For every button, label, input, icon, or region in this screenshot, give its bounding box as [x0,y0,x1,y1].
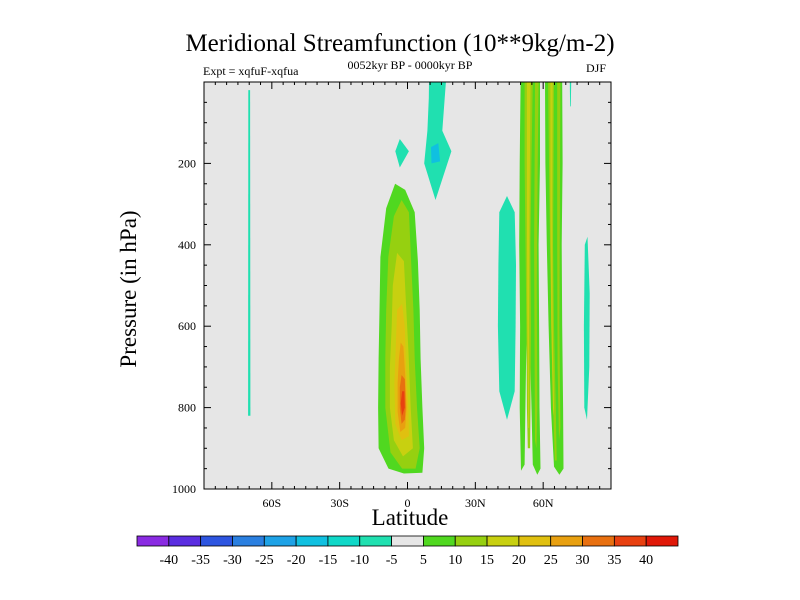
colorbar-label: -40 [159,553,178,568]
colorbar-label: -5 [386,553,398,568]
contour-upper-trop-neg-tongue [424,82,452,200]
y-tick-label: 800 [178,401,196,415]
colorbar-label: -10 [350,553,369,568]
colorbar-label: 25 [544,553,558,568]
x-tick-label: 30S [330,496,349,510]
contour-nh-thin-neg-top [569,82,572,107]
colorbar-label: -25 [255,553,274,568]
colorbar-label: -35 [191,553,210,568]
y-tick-label: 200 [178,156,196,170]
contour-upper-trop-neg-core [431,143,441,164]
colorbar-box [168,535,202,547]
contour-sh-polar-neg-strip [248,90,251,416]
contour-nh-pos-col-a-15 [526,82,531,428]
season-label: DJF [586,61,607,75]
x-axis-label: Latitude [371,505,449,530]
colorbar-label: 20 [512,553,526,568]
colorbar-box [645,535,679,547]
colorbar-label: 15 [480,553,494,568]
y-tick-label: 400 [178,238,196,252]
experiment-label: Expt = xqfuF-xqfua [203,64,299,78]
colorbar-label: 35 [607,553,621,568]
colorbar-box [200,535,233,547]
colorbar-box [518,535,552,547]
colorbar-label: 10 [448,553,462,568]
colorbar-box [454,535,488,547]
colorbar-label: -15 [319,553,338,568]
contour-nh-pos-col-a-10b [534,82,539,449]
colorbar-label: 40 [639,553,653,568]
colorbar-label: 5 [420,553,427,568]
contour-nh-neg-column [497,196,516,420]
colorbar-box [263,535,297,547]
colorbar-box [232,535,265,547]
colorbar-box [582,535,615,547]
contour-nh-pos-col-b-15 [550,82,554,416]
x-tick-label: 60S [262,496,281,510]
y-tick-label: 1000 [172,482,196,496]
chart-title: Meridional Streamfunction (10**9kg/m-2) [185,30,615,57]
colorbar-box [423,535,456,547]
y-tick-label: 600 [178,319,196,333]
contour-equatorial-35 [400,391,405,416]
colorbar-box [486,535,520,547]
colorbar-box [295,535,329,547]
colorbar-box [391,535,424,547]
x-tick-label: 30N [465,496,486,510]
contour-nh-pos-col-b-10b [557,82,561,441]
colorbar-label: 30 [576,553,590,568]
colorbar-box [550,535,583,547]
colorbar-box [613,535,647,547]
colorbar-box [136,535,170,547]
colorbar-label: -30 [223,553,242,568]
colorbar-box [359,535,392,547]
colorbar-label: -20 [287,553,306,568]
contour-nh-neg-strip-east [583,236,590,420]
x-tick-label: 0 [405,496,411,510]
contour-upper-trop-neg-blob-west [395,139,409,168]
chart-subtitle: 0052kyr BP - 0000kyr BP [347,58,473,72]
x-tick-label: 60N [533,496,554,510]
colorbar-box [327,535,361,547]
